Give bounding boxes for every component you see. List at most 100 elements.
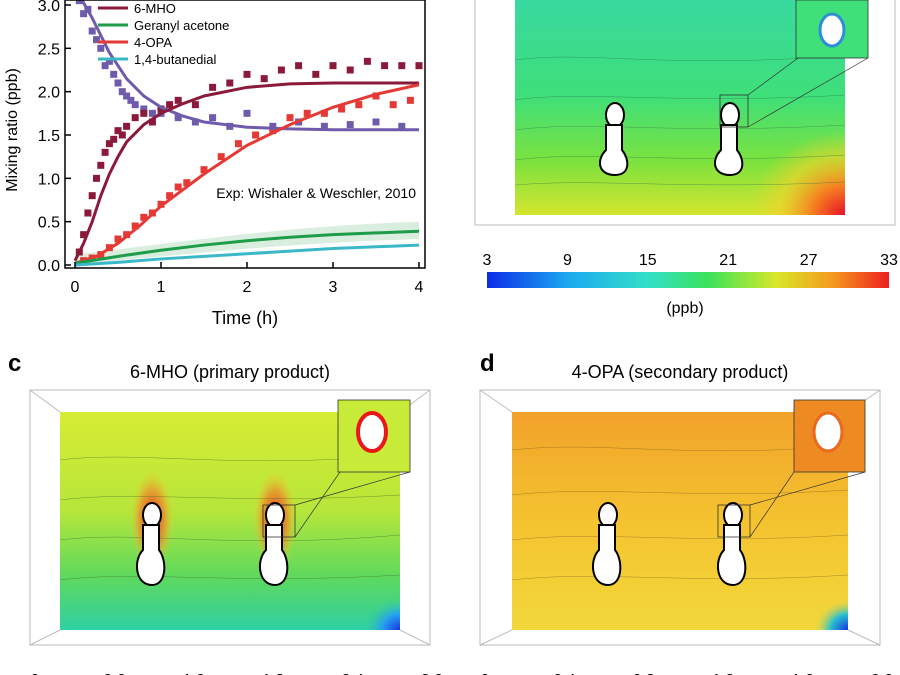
scatter-point <box>140 105 148 113</box>
y-tick-label: 1.0 <box>38 171 60 188</box>
scatter-point <box>243 70 251 78</box>
x-tick-label: 4 <box>415 279 424 296</box>
scatter-point <box>80 10 88 18</box>
scatter-point <box>114 127 122 135</box>
scatter-point <box>200 166 208 174</box>
scatter-point <box>191 118 199 126</box>
scatter-point <box>252 131 260 139</box>
scatter-point <box>277 66 285 74</box>
geranyl-acetone-uncertainty-band <box>75 221 419 265</box>
x-tick-label: 2 <box>243 279 252 296</box>
scatter-point <box>140 109 148 117</box>
y-tick-label: 3.0 <box>38 0 60 15</box>
colorbar-tick-label: 21 <box>719 252 737 269</box>
colorbar-tick-label: 1.2 <box>183 672 205 675</box>
scatter-point <box>269 122 277 130</box>
occupant-figure-4 <box>258 502 289 587</box>
x-tick-label: 0 <box>71 279 80 296</box>
scatter-point <box>148 118 156 126</box>
colorbar-tick-label: 1.6 <box>791 672 813 675</box>
series-line <box>80 0 419 132</box>
annotation-a: Exp: Wishaler & Weschler, 2010 <box>216 185 416 201</box>
occupant-figure-3 <box>135 502 166 587</box>
panel-c-title: 6-MHO (primary product) <box>129 362 331 382</box>
y-tick-label: 0.5 <box>38 215 60 232</box>
occupant-figure-6 <box>716 502 747 587</box>
panel-letter-c: c <box>8 350 22 377</box>
scatter-point <box>295 62 303 70</box>
scatter-point <box>93 174 100 182</box>
scatter-point <box>346 121 354 129</box>
occupant-figure-1 <box>598 102 629 177</box>
y-tick-label: 2.5 <box>38 41 60 58</box>
scatter-point <box>127 96 135 104</box>
scatter-point <box>260 75 268 83</box>
scatter-point <box>209 83 217 91</box>
colorbar-tick-label: 2.4 <box>341 672 363 675</box>
legend-label: 4-OPA <box>134 35 172 50</box>
scatter-point <box>166 101 174 109</box>
colorbar-tick-label: 15 <box>639 252 657 269</box>
scatter-point <box>183 179 191 187</box>
series-line <box>74 83 420 265</box>
scatter-point <box>110 70 118 78</box>
panel-d: 0 0.4 0.8 1.2 1.6 2.0 <box>479 389 893 675</box>
colorbar-tick-label: 0 <box>31 672 40 675</box>
panel-a-chart: 0 1 2 3 4 0.0 0.5 1.0 1.5 2.0 2.5 3.0 Mixing ratio … <box>4 0 426 328</box>
scatter-point <box>320 122 328 130</box>
scatter-point <box>303 109 311 117</box>
scatter-point <box>80 231 88 239</box>
scatter-point <box>415 62 423 70</box>
legend-label: 1,4-butanedial <box>134 52 217 67</box>
colorbar-tick-label: 0.8 <box>633 672 655 675</box>
scatter-point <box>114 79 122 87</box>
series-line <box>74 243 420 267</box>
scatter-point <box>226 79 234 87</box>
scatter-point <box>355 101 363 109</box>
colorbar-tick-label: 0.6 <box>103 672 125 675</box>
colorbar-tick-label: 0 <box>481 672 490 675</box>
scatter-point <box>174 96 182 104</box>
colorbar-tick-label: 1.2 <box>712 672 734 675</box>
x-tick-label: 3 <box>329 279 338 296</box>
colorbar-b <box>487 272 889 288</box>
scatter-point <box>372 92 380 100</box>
scatter-point <box>381 62 389 70</box>
x-tick-label: 1 <box>157 279 166 296</box>
panel-a-frame <box>64 0 426 269</box>
scatter-point <box>148 109 156 117</box>
scatter-point <box>157 105 165 113</box>
scatter-point <box>75 0 83 5</box>
panel-c: 0 0.6 1.2 1.8 2.4 3.0 <box>29 389 443 675</box>
scatter-point <box>320 109 328 117</box>
legend-label: 6-MHO <box>134 1 176 16</box>
colorbar-label-b: (ppb) <box>666 300 703 317</box>
colorbar-tick-label: 9 <box>563 252 572 269</box>
scatter-point <box>286 114 294 122</box>
scatter-point <box>140 213 148 221</box>
scatter-point <box>131 101 139 109</box>
panel-d-title: 4-OPA (secondary product) <box>571 362 789 382</box>
scatter-point <box>105 140 113 148</box>
scatter-point <box>174 114 182 122</box>
panel-b: 3 9 15 21 27 33 (ppb) <box>474 0 898 317</box>
scatter-point <box>88 192 96 200</box>
colorbar-tick-label: 27 <box>800 252 818 269</box>
panel-letter-d: d <box>480 350 495 377</box>
scatter-point <box>174 183 182 191</box>
colorbar-tick-label: 2.0 <box>871 672 893 675</box>
scatter-point <box>97 44 105 52</box>
y-tick-label: 1.5 <box>38 128 60 145</box>
occupant-figure-5 <box>591 502 622 587</box>
scatter-point <box>398 122 406 130</box>
colorbar-tick-label: 33 <box>880 252 898 269</box>
y-tick-label: 2.0 <box>38 85 60 102</box>
xlabel-a: Time (h) <box>212 308 278 328</box>
y-tick-label: 0.0 <box>38 258 60 275</box>
scatter-point <box>243 109 251 117</box>
ylabel-a: Mixing ratio (ppb) <box>4 68 21 192</box>
colorbar-tick-label: 3 <box>483 252 492 269</box>
scatter-point <box>101 148 109 156</box>
scatter-point <box>398 62 406 70</box>
scatter-point <box>105 57 113 65</box>
